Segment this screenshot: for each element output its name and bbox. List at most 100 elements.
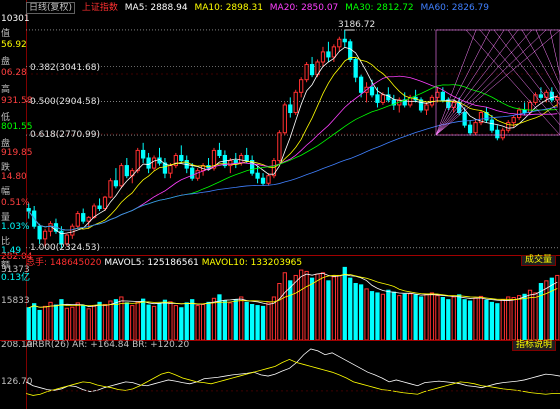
candle-body [179, 154, 184, 162]
candle-body [331, 46, 337, 58]
volume-bar [288, 280, 293, 340]
volume-bar [48, 301, 53, 340]
volume-bar [190, 299, 195, 340]
volume-bar [304, 270, 309, 340]
sidebar-quote-field: 931.58 [1, 96, 33, 106]
volume-bar [32, 303, 37, 340]
volume-bar [478, 295, 484, 340]
volume-bar [135, 301, 140, 340]
volume-bar [495, 303, 500, 340]
volume-bar [266, 302, 271, 340]
volume-bar [42, 305, 48, 340]
candle-body [424, 104, 429, 111]
volume-bar [397, 295, 402, 340]
candle-body [320, 51, 326, 63]
volume-bar [527, 289, 533, 340]
kline-chart[interactable] [26, 14, 560, 254]
candle-body [282, 104, 287, 134]
candle-body [288, 104, 293, 114]
volume-bar [37, 309, 42, 340]
volume-bar [375, 292, 380, 340]
gann-fan-line [435, 29, 547, 136]
volume-bar [119, 296, 124, 340]
candle-body [249, 160, 255, 174]
volume-bar [555, 274, 560, 340]
gann-fan-line [435, 29, 560, 136]
volume-bar [173, 305, 178, 340]
candle-body [97, 205, 102, 210]
candle-body [522, 109, 527, 114]
volume-bar [320, 272, 326, 340]
volume-bar [429, 292, 435, 340]
gann-fan-line [465, 29, 560, 136]
candle-body [337, 38, 342, 48]
volume-bar [81, 305, 86, 340]
volume-indicator-tab[interactable]: 成交量 [520, 255, 556, 266]
candle-body [326, 51, 331, 58]
gann-fan-line [435, 29, 533, 136]
candle-body [151, 157, 157, 169]
sidebar-quote-field: 额 [1, 261, 11, 271]
candle-body [304, 64, 309, 81]
arbr-chart[interactable] [26, 347, 560, 409]
volume-bar [97, 301, 102, 340]
sidebar-quote-field: 06.28 [1, 68, 27, 78]
gann-fan-line [521, 29, 560, 96]
volume-bar [108, 300, 113, 340]
candle-body [489, 119, 495, 131]
volume-bar [179, 307, 184, 340]
mavol5-line [28, 272, 558, 309]
volume-bar [484, 299, 489, 340]
volume-bar [211, 297, 217, 340]
volume-bar [244, 301, 249, 340]
volume-bar [516, 295, 522, 340]
volume-bar [184, 302, 189, 340]
candle-body [217, 149, 222, 156]
sidebar-quote-field: 量 [1, 213, 11, 223]
ar-line [26, 348, 560, 392]
period-label[interactable]: 日线(复权) [26, 2, 76, 14]
volume-bar [413, 294, 418, 340]
volume-bar [473, 297, 478, 340]
volume-bar [271, 296, 277, 340]
candle-body [375, 94, 380, 103]
candle-body [358, 76, 364, 93]
candle-body [64, 234, 70, 245]
candle-body [239, 154, 244, 164]
high-price-label: 3186.72 [338, 20, 376, 30]
gann-fan-line [435, 29, 491, 136]
candle-body [527, 101, 533, 114]
volume-bar [489, 301, 495, 340]
volume-bar [391, 291, 396, 340]
volume-chart[interactable] [26, 262, 560, 340]
gann-fan-line [493, 29, 560, 116]
volume-bar [70, 306, 75, 340]
mavol10-line [28, 273, 558, 309]
volume-bar [337, 274, 342, 340]
gann-fan-line [507, 29, 560, 106]
volume-bar [260, 305, 266, 340]
candle-body [271, 160, 277, 177]
index-name: 上证指数 [81, 3, 118, 13]
sidebar-quote-field: 盘 [1, 57, 11, 67]
sidebar-quote-field: 跌 [1, 163, 11, 173]
volume-bar [162, 299, 168, 340]
volume-bar [130, 305, 135, 340]
volume-bar [75, 302, 80, 340]
candle-body [233, 160, 238, 164]
candle-body [299, 79, 304, 93]
sidebar-quote-field: 盘 [1, 139, 11, 149]
volume-bar [124, 302, 129, 340]
sidebar-quote-field: 0.51% [1, 198, 30, 208]
candle-body [75, 213, 80, 227]
candle-body [511, 117, 516, 124]
sidebar-quote-field: 高 [1, 85, 11, 95]
gann-fan-line [435, 29, 477, 136]
ma5-line [28, 46, 558, 235]
ma5-readout: MA5: 2888.94 [124, 3, 188, 13]
candle-body [467, 124, 473, 134]
indicator-help-tab[interactable]: 指标说明 [511, 340, 556, 351]
candle-body [462, 112, 467, 126]
candle-body [348, 41, 353, 60]
volume-bar [239, 296, 244, 340]
